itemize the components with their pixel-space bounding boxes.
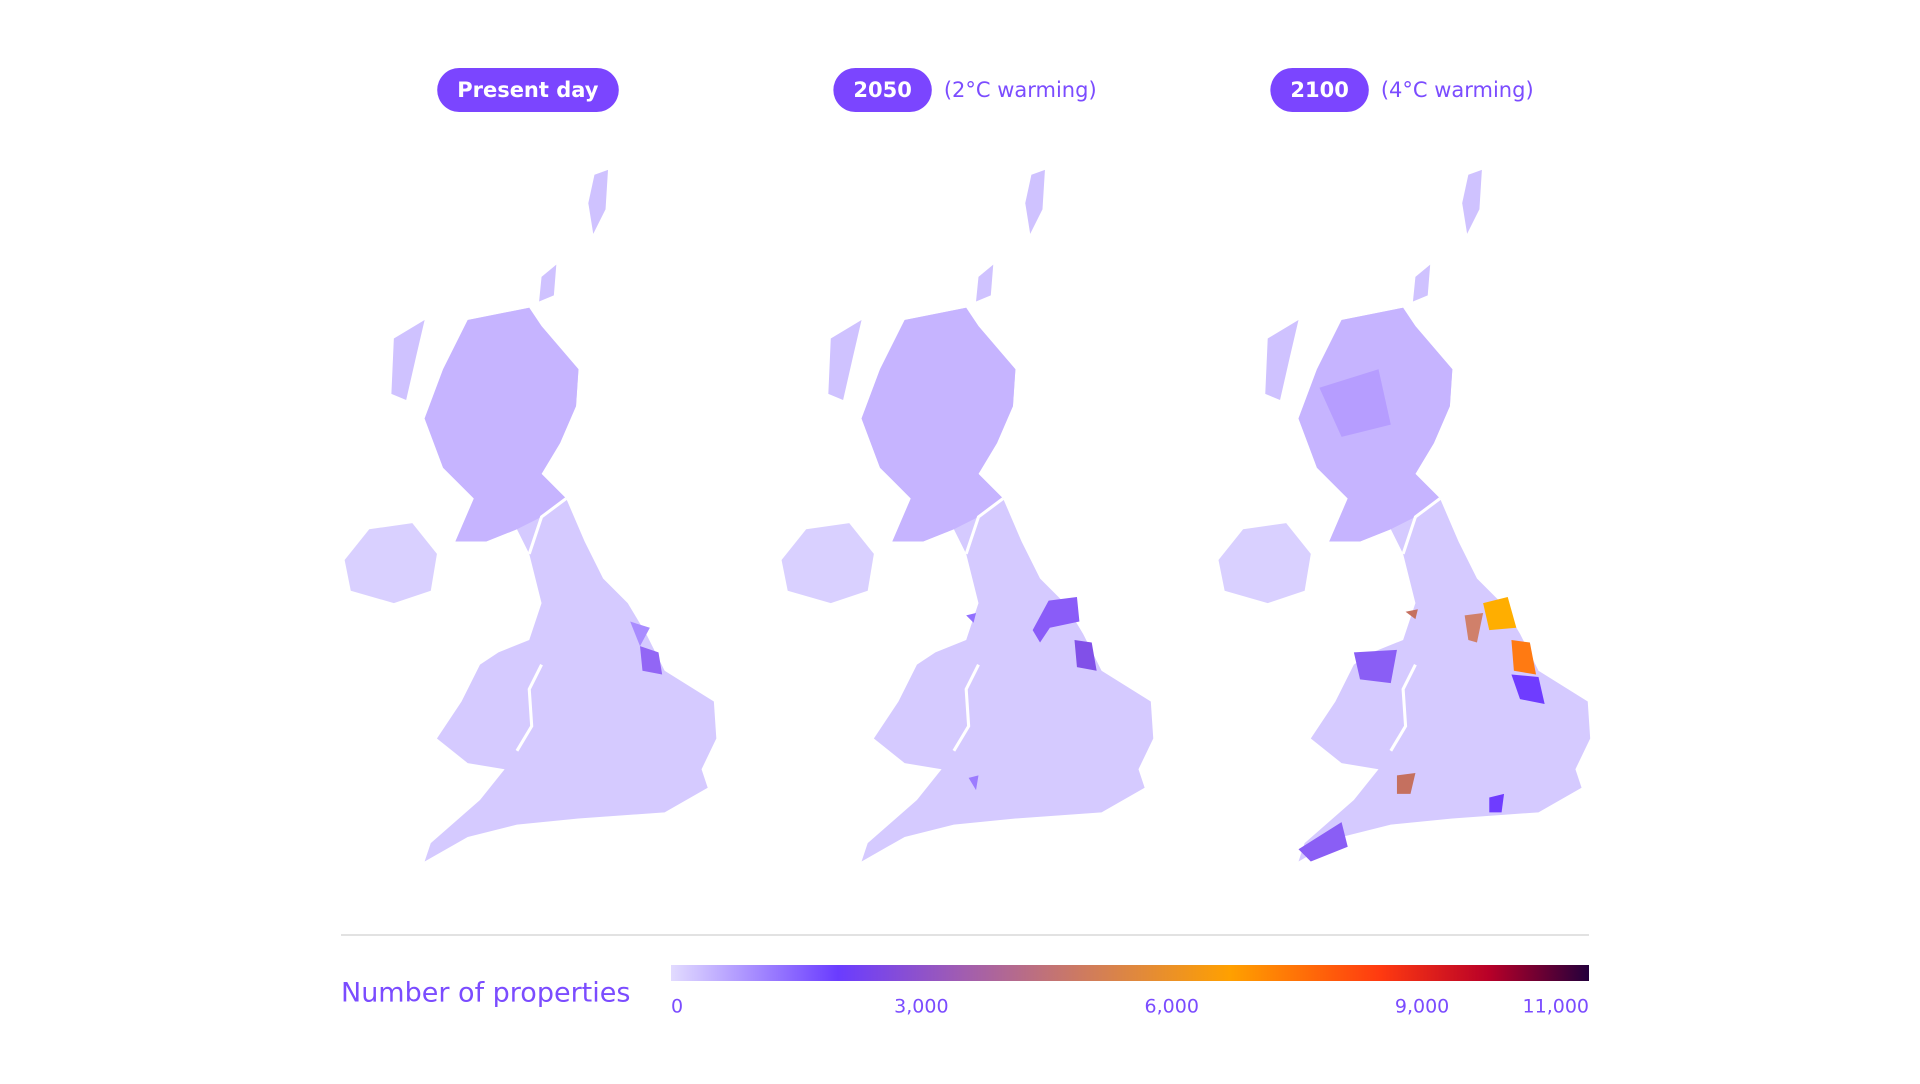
legend-tick-label: 0 <box>671 996 683 1018</box>
maps <box>343 168 1592 864</box>
legend-tick-label: 11,000 <box>1523 996 1589 1018</box>
legend-tick-label: 6,000 <box>1145 996 1199 1018</box>
map-2050 <box>780 168 1155 864</box>
legend-tick-label: 9,000 <box>1395 996 1449 1018</box>
panel-header: Present day <box>437 68 619 112</box>
pill-label: 2100 <box>1290 78 1348 102</box>
legend-tick-label: 3,000 <box>894 996 948 1018</box>
panel-note: (4°C warming) <box>1381 78 1534 102</box>
panel-note: (2°C warming) <box>944 78 1097 102</box>
panel-header: 2050 (2°C warming) <box>833 68 1097 112</box>
panel-header: 2100 (4°C warming) <box>1270 68 1534 112</box>
pill <box>1270 68 1369 112</box>
map-2100 <box>1216 168 1592 864</box>
pill <box>437 68 619 112</box>
pill-label: Present day <box>457 78 599 102</box>
map-present <box>343 168 718 864</box>
pill-label: 2050 <box>853 78 911 102</box>
legend-title: Number of properties <box>341 978 630 1009</box>
pill <box>833 68 932 112</box>
colorbar <box>671 965 1589 981</box>
